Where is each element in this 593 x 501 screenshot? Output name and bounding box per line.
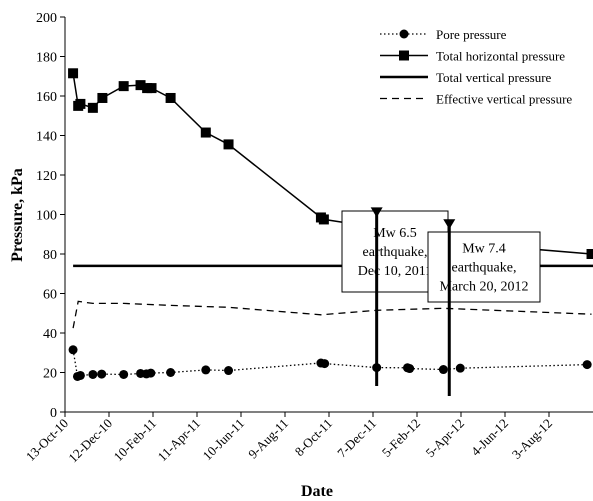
y-tick-label: 180 xyxy=(36,51,57,66)
legend-swatch-marker xyxy=(399,29,409,39)
annotation-arrow-head xyxy=(370,207,383,218)
y-axis: 0 20 40 60 80 100 120 140 160 180 200 xyxy=(36,11,65,421)
data-point xyxy=(223,139,234,150)
data-point xyxy=(119,369,129,379)
x-tick-label: 10-Feb-11 xyxy=(111,416,160,465)
x-axis: 13-Oct-1012-Dec-1010-Feb-1111-Apr-1110-J… xyxy=(23,412,555,465)
data-point xyxy=(200,127,211,138)
annotation-text: Mw 7.4 xyxy=(462,242,506,257)
data-point xyxy=(146,368,156,378)
data-point xyxy=(320,359,330,369)
x-tick-label: 9-Aug-11 xyxy=(245,416,291,462)
data-point xyxy=(582,360,592,370)
annotation-text: Dec 10, 2011 xyxy=(358,264,433,279)
data-point xyxy=(68,345,78,355)
y-tick-label: 160 xyxy=(36,90,57,105)
data-point xyxy=(97,369,107,379)
y-tick-label: 40 xyxy=(43,327,57,342)
annotation-text: Mw 6.5 xyxy=(373,226,417,241)
x-tick-label: 11-Apr-11 xyxy=(155,416,204,465)
x-tick-label: 3-Aug-12 xyxy=(509,416,555,462)
data-point xyxy=(75,370,85,380)
data-point xyxy=(146,83,157,94)
data-point xyxy=(224,366,234,376)
data-point xyxy=(75,98,86,109)
x-tick-label: 8-Oct-11 xyxy=(292,416,335,459)
earthquake-annotations: Mw 6.5 earthquake, Dec 10, 2011 Mw 7.4 earth… xyxy=(341,207,541,396)
x-tick-label: 5-Apr-12 xyxy=(422,416,467,461)
legend-item-total-vertical-pressure: Total vertical pressure xyxy=(380,70,552,85)
y-tick-label: 120 xyxy=(36,169,57,184)
series-pore-pressure xyxy=(68,345,592,381)
data-point xyxy=(97,92,108,103)
annotation-box xyxy=(427,231,541,303)
x-tick-label: 4-Jun-12 xyxy=(468,416,511,459)
annotation-text: earthquake, xyxy=(452,261,517,276)
data-point xyxy=(586,249,593,259)
data-point xyxy=(455,363,465,373)
data-point xyxy=(201,365,211,375)
series-effective-vertical-pressure xyxy=(72,300,592,329)
y-tick-label: 60 xyxy=(43,288,57,303)
annotation-2: Mw 7.4 earthquake, March 20, 2012 xyxy=(427,219,541,396)
data-series xyxy=(68,68,593,381)
annotation-text: earthquake, xyxy=(363,245,428,260)
legend: Pore pressure Total horizontal pressure To… xyxy=(380,27,572,107)
x-tick-label: 12-Dec-10 xyxy=(65,416,115,466)
y-axis-label: Pressure, kPa xyxy=(9,168,26,262)
legend-label: Pore pressure xyxy=(436,27,507,42)
series-line xyxy=(72,300,592,329)
data-point xyxy=(68,68,79,79)
data-point xyxy=(165,92,176,103)
x-tick-label: 7-Dec-11 xyxy=(334,416,379,461)
legend-item-pore-pressure: Pore pressure xyxy=(380,27,507,42)
legend-swatch-marker xyxy=(399,50,409,61)
y-tick-label: 200 xyxy=(36,11,57,26)
data-point xyxy=(438,365,448,375)
data-point xyxy=(318,214,329,225)
y-tick-label: 80 xyxy=(43,248,57,263)
y-tick-label: 100 xyxy=(36,209,57,224)
x-tick-label: 5-Feb-12 xyxy=(379,416,423,460)
y-tick-label: 0 xyxy=(50,406,57,421)
annotation-arrow-head xyxy=(443,219,456,230)
y-tick-label: 140 xyxy=(36,130,57,145)
legend-item-effective-vertical-pressure: Effective vertical pressure xyxy=(380,92,572,107)
y-tick-label: 20 xyxy=(43,367,57,382)
x-axis-label: Date xyxy=(301,483,333,500)
data-point xyxy=(88,369,98,379)
data-point xyxy=(166,368,176,377)
data-point xyxy=(405,364,415,374)
data-point xyxy=(87,102,98,113)
x-tick-label: 10-Jun-11 xyxy=(200,416,248,464)
data-point xyxy=(118,81,129,92)
legend-label: Total vertical pressure xyxy=(436,70,552,85)
legend-item-total-horizontal-pressure: Total horizontal pressure xyxy=(380,49,565,64)
legend-label: Total horizontal pressure xyxy=(436,49,565,64)
data-point xyxy=(135,80,146,91)
x-tick-label: 13-Oct-10 xyxy=(23,416,71,464)
legend-label: Effective vertical pressure xyxy=(436,92,572,107)
annotation-text: March 20, 2012 xyxy=(439,280,528,295)
